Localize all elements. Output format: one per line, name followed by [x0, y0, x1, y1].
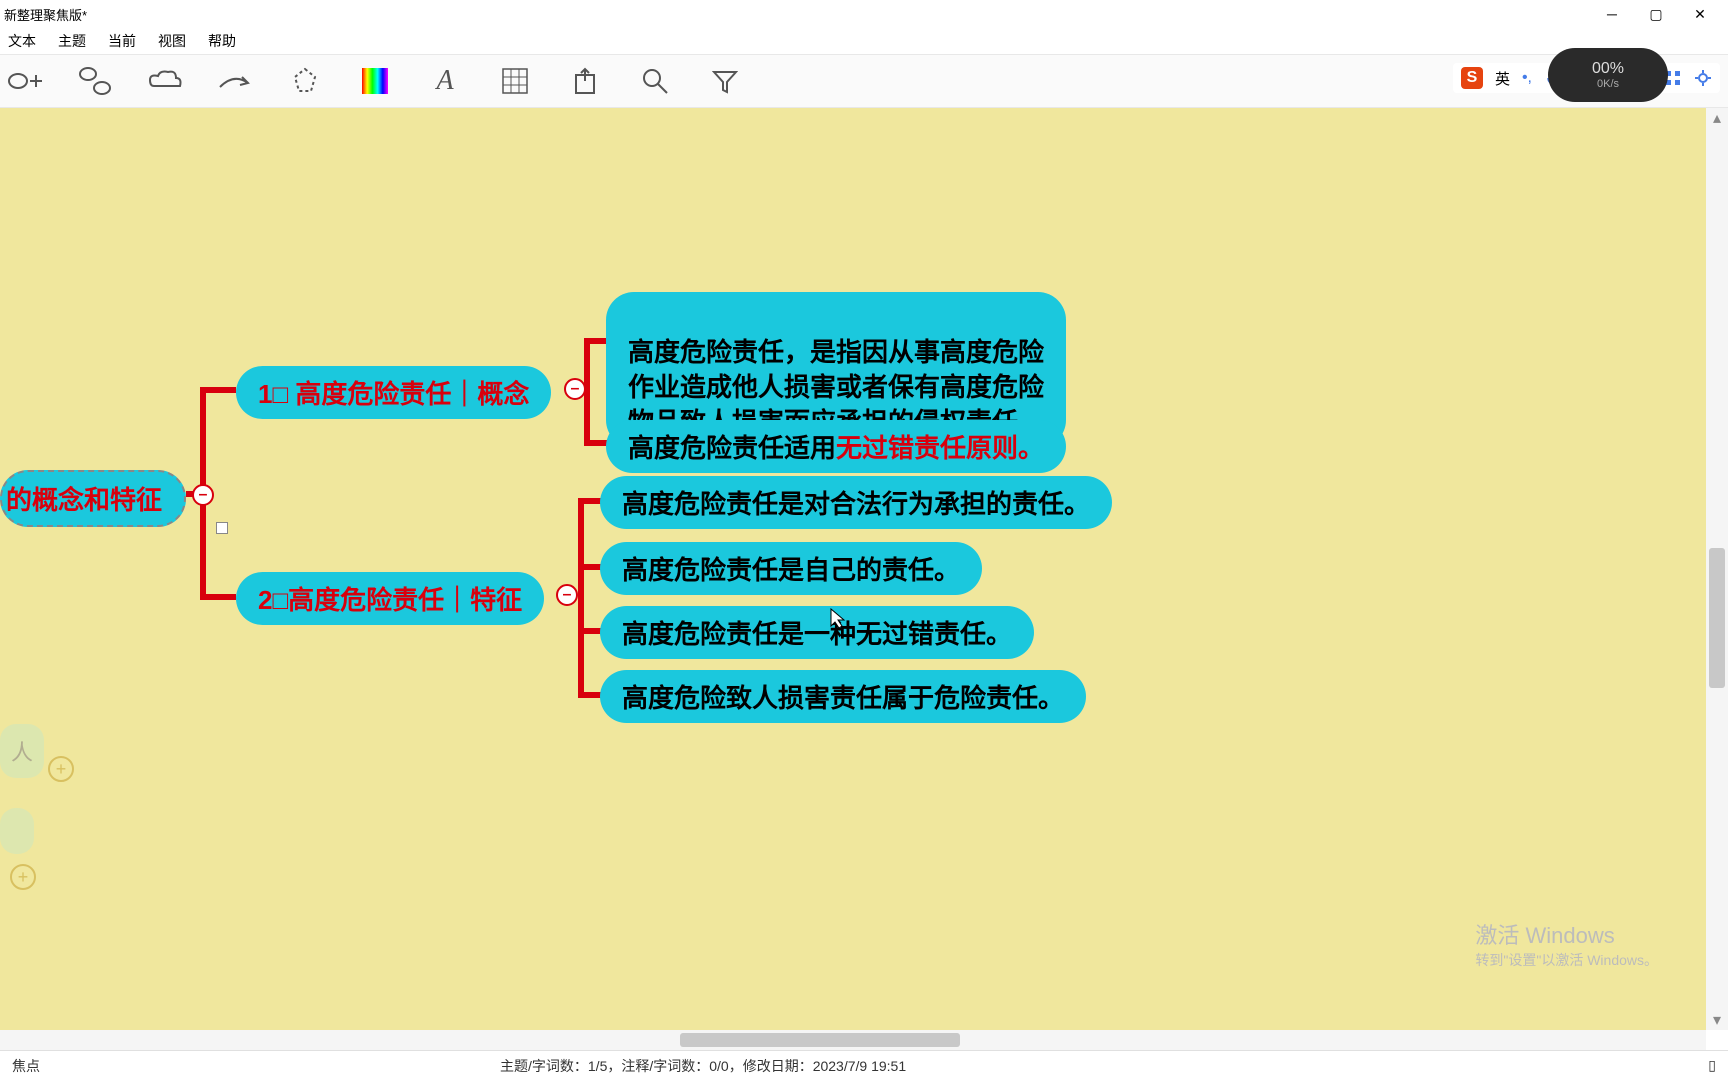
grid-icon[interactable] [498, 64, 532, 98]
maximize-button[interactable]: ▢ [1648, 6, 1664, 22]
export-icon[interactable] [568, 64, 602, 98]
filter-icon[interactable] [708, 64, 742, 98]
scroll-thumb-h[interactable] [680, 1033, 960, 1047]
window-title: 新整理聚焦版* [4, 5, 87, 24]
node-b2[interactable]: 2□高度危险责任｜特征 [236, 572, 544, 625]
collapse-root[interactable]: – [192, 484, 214, 506]
nodes-icon[interactable] [78, 64, 112, 98]
ime-logo-icon[interactable]: S [1461, 67, 1483, 89]
watermark-sub: 转到"设置"以激活 Windows。 [1475, 950, 1658, 970]
scroll-down-icon[interactable]: ▾ [1706, 1010, 1728, 1030]
widget-speed: 0K/s [1597, 78, 1619, 90]
add-node-icon[interactable] [8, 64, 42, 98]
window-buttons: ─ ▢ ✕ [1604, 6, 1724, 22]
cursor-icon [830, 608, 848, 630]
menu-current[interactable]: 当前 [108, 31, 136, 51]
menu-theme[interactable]: 主题 [58, 31, 86, 51]
vertical-scrollbar[interactable]: ▴ ▾ [1706, 108, 1728, 1030]
menu-view[interactable]: 视图 [158, 31, 186, 51]
node-c2d[interactable]: 高度危险致人损害责任属于危险责任。 [600, 670, 1086, 723]
watermark-title: 激活 Windows [1475, 918, 1658, 950]
node-c2d-text: 高度危险致人损害责任属于危险责任。 [622, 683, 1064, 713]
font-icon[interactable]: A [428, 64, 462, 98]
ghost-label: 人 [11, 735, 33, 767]
node-c1b[interactable]: 高度危险责任适用无过错责任原则。 [606, 420, 1066, 473]
speed-widget: 00% 0K/s [1548, 48, 1668, 102]
node-c2a[interactable]: 高度危险责任是对合法行为承担的责任。 [600, 476, 1112, 529]
ghost-node-2[interactable] [0, 808, 34, 854]
ime-dot-icon: •, [1522, 69, 1532, 87]
node-c2c[interactable]: 高度危险责任是一种无过错责任。 [600, 606, 1034, 659]
cloud-icon[interactable] [148, 64, 182, 98]
status-view-icon[interactable]: ▯ [1708, 1057, 1716, 1074]
node-c2b-text: 高度危险责任是自己的责任。 [622, 555, 960, 585]
ghost-node[interactable]: 人 [0, 724, 44, 778]
connector [584, 338, 590, 446]
node-b1-label: 1□ 高度危险责任｜概念 [258, 379, 529, 409]
minimize-button[interactable]: ─ [1604, 6, 1620, 22]
mindmap-canvas[interactable]: 的概念和特征 – 1□ 高度危险责任｜概念 – 高度危险责任，是指因从事高度危险… [0, 108, 1706, 1030]
connector [200, 387, 236, 393]
horizontal-scrollbar[interactable] [0, 1030, 1706, 1050]
menu-bar: 文本 主题 当前 视图 帮助 [0, 28, 1728, 54]
widget-pct: 00% [1592, 60, 1624, 78]
title-bar: 新整理聚焦版* ─ ▢ ✕ [0, 0, 1728, 28]
arrow-icon[interactable] [218, 64, 252, 98]
scroll-up-icon[interactable]: ▴ [1706, 108, 1728, 128]
ghost-add-icon[interactable]: + [48, 756, 74, 782]
windows-watermark: 激活 Windows 转到"设置"以激活 Windows。 [1475, 918, 1658, 970]
toolbar: A S 英 •, [0, 54, 1728, 108]
node-b1[interactable]: 1□ 高度危险责任｜概念 [236, 366, 551, 419]
collapse-b1[interactable]: – [564, 378, 586, 400]
collapse-b2[interactable]: – [556, 584, 578, 606]
status-bar: 焦点 主题/字词数：1/5，注释/字词数：0/0，修改日期：2023/7/9 1… [0, 1050, 1728, 1080]
status-left: 焦点 [12, 1056, 40, 1076]
menu-help[interactable]: 帮助 [208, 31, 236, 51]
scroll-thumb-v[interactable] [1709, 548, 1725, 688]
node-c2c-text: 高度危险责任是一种无过错责任。 [622, 619, 1012, 649]
ime-lang[interactable]: 英 [1495, 68, 1510, 89]
search-icon[interactable] [638, 64, 672, 98]
connector [578, 498, 584, 698]
node-b2-label: 2□高度危险责任｜特征 [258, 585, 522, 615]
color-icon[interactable] [358, 64, 392, 98]
shape-icon[interactable] [288, 64, 322, 98]
node-c2b[interactable]: 高度危险责任是自己的责任。 [600, 542, 982, 595]
node-root-label: 的概念和特征 [6, 485, 162, 515]
menu-text[interactable]: 文本 [8, 31, 36, 51]
ime-gear-icon[interactable] [1694, 69, 1712, 87]
status-mid: 主题/字词数：1/5，注释/字词数：0/0，修改日期：2023/7/9 19:5… [500, 1056, 906, 1076]
node-c1b-pre: 高度危险责任适用 [628, 433, 836, 463]
selection-handle[interactable] [216, 522, 228, 534]
close-button[interactable]: ✕ [1692, 6, 1708, 22]
node-root[interactable]: 的概念和特征 [0, 470, 186, 527]
connector [200, 594, 236, 600]
node-c2a-text: 高度危险责任是对合法行为承担的责任。 [622, 489, 1090, 519]
ghost-add-icon-2[interactable]: + [10, 864, 36, 890]
node-c1b-hl: 无过错责任原则。 [836, 433, 1044, 463]
